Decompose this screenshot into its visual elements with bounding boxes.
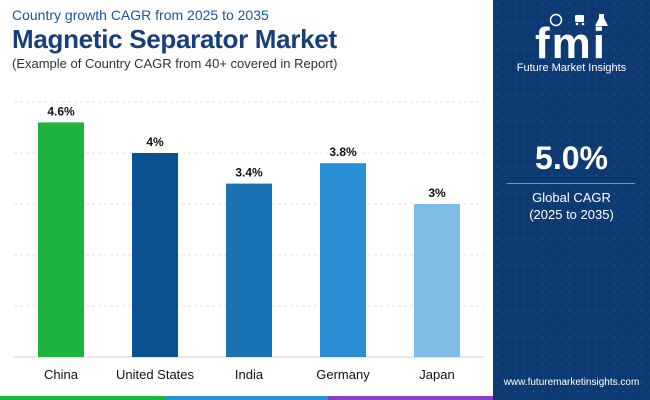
bar-india — [226, 183, 272, 357]
chart-title: Magnetic Separator Market — [12, 24, 337, 54]
x-tick-label-united-states: United States — [116, 367, 195, 382]
bar-japan — [414, 204, 460, 357]
logo-subtitle: Future Market Insights — [516, 62, 627, 74]
cart-wheel-icon — [575, 22, 579, 26]
x-tick-label-germany: Germany — [316, 367, 370, 382]
data-label-germany: 3.8% — [329, 145, 357, 159]
global-cagr-value: 5.0% — [535, 140, 608, 176]
data-label-china: 4.6% — [47, 104, 75, 118]
bar-united-states — [132, 153, 178, 357]
bar-chart: 4.6% China 4% United States 3.4% India 3.8% Ger… — [14, 101, 484, 382]
stripe-blue — [165, 396, 328, 400]
flask-icon — [595, 14, 608, 26]
logo-icons — [549, 13, 608, 27]
cart-wheel2-icon — [581, 22, 585, 26]
x-tick-label-japan: Japan — [419, 367, 454, 382]
stripe-green — [0, 396, 165, 400]
data-label-japan: 3% — [428, 186, 446, 200]
cart-icon — [575, 15, 584, 22]
x-tick-label-china: China — [44, 367, 79, 382]
bar-china — [38, 122, 84, 358]
fmi-logo: fmi — [535, 13, 608, 68]
x-tick-label-india: India — [235, 367, 264, 382]
globe-icon — [549, 13, 563, 27]
panel-texture — [493, 0, 650, 400]
website-link[interactable]: www.futuremarketinsights.com — [503, 377, 640, 388]
global-cagr-label: Global CAGR — [532, 190, 611, 205]
chart-supertitle: Country growth CAGR from 2025 to 2035 — [12, 7, 269, 23]
global-cagr-period: (2025 to 2035) — [529, 207, 614, 222]
chart-caption: (Example of Country CAGR from 40+ covere… — [12, 56, 338, 71]
cagr-divider — [507, 183, 635, 184]
stripe-purple — [328, 396, 493, 400]
side-panel: fmi Future Market Insights 5.0% Global C… — [493, 0, 650, 400]
bar-germany — [320, 163, 366, 357]
data-label-india: 3.4% — [235, 166, 263, 180]
bottom-stripe — [0, 396, 493, 400]
data-label-united-states: 4% — [146, 135, 164, 149]
logo-wordmark: fmi — [535, 19, 607, 68]
